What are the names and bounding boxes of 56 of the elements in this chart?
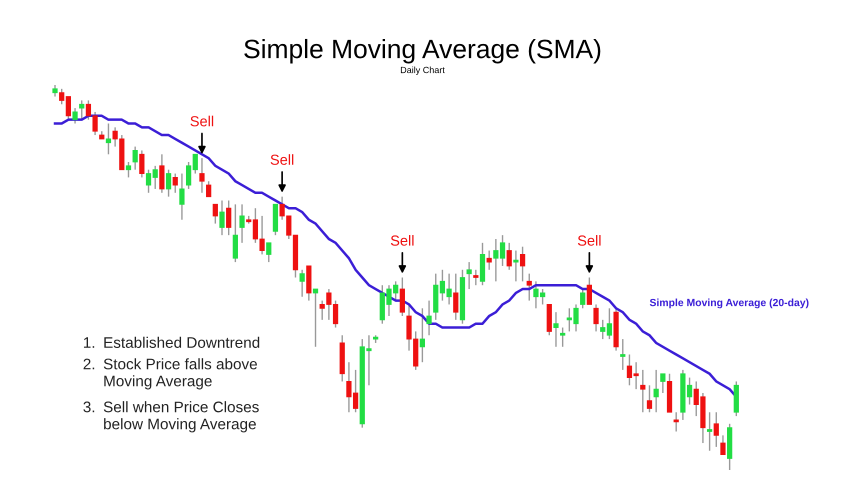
candlestick [466,261,472,290]
chart-title: Simple Moving Average (SMA) [244,38,600,64]
candlestick [300,269,305,298]
candlestick [232,204,238,263]
candlestick [72,107,78,124]
candlestick [266,242,272,263]
candlestick [106,122,112,155]
candlestick [159,154,165,194]
candlestick [674,412,679,432]
annotation: 1. Established Downtrend [84,336,260,348]
candlestick [420,308,426,363]
candlestick [226,200,232,236]
candlestick [586,276,592,306]
candlestick [593,304,599,332]
candlestick [513,250,519,282]
candlestick [473,269,478,286]
candlestick [646,384,652,413]
candlestick [714,412,719,448]
annotation: Sell [190,116,214,126]
candlestick [640,369,646,413]
candlestick [52,85,58,98]
candlestick [520,246,526,282]
candlestick [526,272,532,302]
candlestick [166,169,172,198]
candlestick [706,412,712,452]
candlestick [132,146,138,170]
candlestick [206,180,212,198]
candlestick [660,373,666,394]
candlestick [486,250,492,270]
candlestick [506,242,512,270]
chart-subtitle: Daily Chart [400,66,445,75]
candlestick [400,276,405,317]
candlestick [312,288,318,348]
candlestick [79,100,84,120]
candlestick [199,157,205,194]
candlestick [139,150,144,178]
series-label: Simple Moving Average (20-day) [650,298,809,308]
candlestick [654,369,659,413]
candlestick [453,272,458,321]
candlestick [553,311,559,348]
candlestick [212,204,218,224]
candlestick [560,326,566,348]
candlestick [239,204,245,244]
candlestick [620,338,626,371]
annotation: Sell [270,154,294,165]
annotation: Sell [390,235,414,246]
candlestick [720,434,726,456]
annotation: Sell [578,235,601,246]
annotation: 3. Sell when Price Closes below Moving Average [83,401,259,432]
candlestick [426,300,432,336]
annotation: 2. Stock Price falls above Moving Average [84,358,257,390]
candlestick [126,161,132,178]
candlestick [172,172,178,194]
candlestick [580,288,586,309]
candlestick [219,200,225,236]
candlestick [179,172,185,220]
